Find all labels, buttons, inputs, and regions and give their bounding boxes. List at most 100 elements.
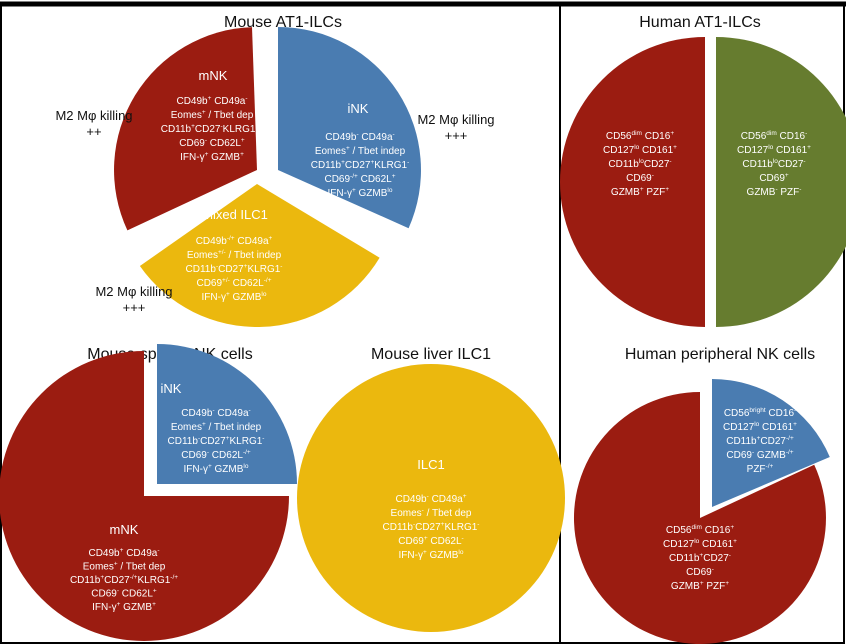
markers-cd56bright: CD56bright​ CD16-​CD127lo​ CD161+​CD11b+… — [723, 407, 797, 475]
marker-name: / Tbet dep — [206, 110, 254, 121]
marker-line: CD11b+​CD27-​ — [669, 552, 731, 564]
killing-level-mixed: +++ — [123, 300, 146, 315]
marker-superscript: -/+ — [170, 574, 178, 581]
marker-name: CD16 — [642, 131, 671, 142]
markers-human-at1-right: CD56dim​ CD16-​ CD127lo​ CD161+​ CD11blo​C… — [737, 130, 811, 198]
marker-name: CD56 — [606, 131, 632, 142]
marker-superscript: bright — [749, 407, 765, 414]
marker-name: PZF — [778, 187, 800, 198]
marker-superscript: - — [249, 407, 251, 414]
marker-superscript: - — [198, 435, 200, 442]
marker-name: PZF — [644, 187, 666, 198]
marker-name: CD27 — [200, 436, 226, 447]
marker-line: CD69+​ CD62L-​ — [398, 535, 463, 547]
marker-name: CD69 — [196, 278, 222, 289]
marker-name: KLRG1 — [137, 575, 170, 586]
marker-superscript: + — [226, 435, 230, 442]
marker-line: IFN-γ+​ GZMB+​ — [180, 151, 244, 163]
marker-name: IFN-γ — [328, 188, 352, 199]
marker-name: CD62L — [119, 589, 153, 600]
marker-superscript: + — [392, 173, 396, 180]
marker-line: CD11blo​CD27-​ — [742, 158, 805, 170]
marker-name: CD49b — [176, 96, 208, 107]
marker-superscript: - — [207, 449, 209, 456]
marker-superscript: - — [212, 407, 214, 414]
marker-superscript: + — [807, 144, 811, 151]
circle-ilc1-liver — [297, 364, 565, 632]
marker-superscript: - — [477, 521, 479, 528]
marker-superscript: + — [793, 421, 797, 428]
marker-line: CD69-​ CD62L-/+​ — [181, 449, 251, 461]
marker-line: IFN-γ+​ GZMB+​ — [92, 601, 156, 613]
marker-name: CD62L — [209, 450, 243, 461]
marker-superscript: + — [202, 109, 206, 116]
label-ink-at1: iNK — [348, 101, 369, 116]
marker-superscript: - — [216, 263, 218, 270]
label-ilc1-liver: ILC1 — [417, 457, 444, 472]
marker-name: CD161 — [699, 539, 733, 550]
marker-superscript: - — [669, 158, 671, 165]
marker-superscript: -/+ — [786, 435, 794, 442]
marker-name: CD69 — [759, 173, 785, 184]
killing-label-ink: M2 Mφ killing — [417, 112, 494, 127]
marker-superscript: + — [152, 601, 156, 608]
marker-superscript: - — [407, 159, 409, 166]
marker-name: IFN-γ — [184, 464, 208, 475]
marker-superscript: - — [280, 263, 282, 270]
markers-mnk-splenic: CD49b+​ CD49a-​ Eomes+​ / Tbet depCD11b+​… — [70, 547, 178, 613]
marker-name: CD49b — [325, 132, 357, 143]
marker-name: CD127 — [737, 145, 769, 156]
marker-line: CD69-​ — [686, 566, 714, 578]
slice-mixed-ilc1-at1 — [139, 184, 380, 328]
marker-superscript: - — [799, 186, 801, 193]
marker-line: CD11b+​CD27-​KLRG1+/-​ — [161, 123, 264, 135]
marker-superscript: lo — [639, 158, 644, 165]
marker-name: Eomes — [83, 562, 114, 573]
marker-line: GZMB+​ PZF+​ — [611, 186, 669, 198]
marker-line: CD49b+​ CD49a-​ — [88, 547, 159, 559]
marker-line: Eomes+​ / Tbet dep — [83, 561, 166, 573]
marker-superscript: + — [665, 186, 669, 193]
half-dim-cd16pos — [560, 37, 705, 327]
marker-superscript: - — [752, 449, 754, 456]
marker-name: CD56 — [724, 408, 750, 419]
markers-ink-at1: CD49b-​ CD49a-​ Eomes+​ / Tbet indep CD11b… — [311, 131, 410, 199]
marker-name: CD11b — [168, 436, 199, 447]
marker-line: CD49b-​ CD49a+​ — [395, 493, 466, 505]
marker-line: CD49b-​ CD49a-​ — [181, 407, 250, 419]
marker-superscript: - — [393, 131, 395, 138]
marker-name: CD49a — [215, 408, 249, 419]
marker-superscript: + — [725, 580, 729, 587]
marker-name: CD16 — [702, 525, 731, 536]
marker-superscript: + — [699, 552, 703, 559]
marker-superscript: + — [114, 561, 118, 568]
marker-line: CD49b-/+​ CD49a+​ — [196, 235, 273, 247]
marker-superscript: + — [241, 137, 245, 144]
marker-name: CD49b — [395, 494, 427, 505]
markers-mnk-at1: CD49b+​ CD49a-​Eomes+​ / Tbet depCD11b+​… — [161, 95, 264, 163]
slice-ink-at1 — [278, 27, 421, 229]
marker-name: / Tbet indep — [206, 422, 262, 433]
title-mouse-liver: Mouse liver ILC1 — [371, 346, 491, 363]
marker-superscript: - — [775, 186, 777, 193]
marker-superscript: - — [157, 547, 159, 554]
label-mnk-at1: mNK — [199, 68, 228, 83]
markers-mixed-ilc1-at1: CD49b-/+​ CD49a+​ Eomes+/-​ / Tbet indep C… — [186, 235, 283, 303]
marker-name: CD69 — [626, 173, 652, 184]
marker-superscript: lo — [634, 144, 639, 151]
marker-line: CD11b-​CD27+​KLRG1-​ — [383, 521, 480, 533]
marker-name: Eomes — [171, 110, 202, 121]
marker-superscript: -/+ — [264, 277, 272, 284]
marker-name: CD127 — [663, 539, 695, 550]
marker-name: GZMB — [427, 550, 459, 561]
marker-name: CD27 — [415, 522, 441, 533]
marker-superscript: lo — [768, 144, 773, 151]
marker-name: CD49b — [181, 408, 213, 419]
marker-line: Eomes+​ / Tbet dep — [171, 109, 254, 121]
marker-name: GZMB — [120, 602, 152, 613]
marker-name: CD49a — [211, 96, 245, 107]
marker-name: GZMB — [747, 187, 776, 198]
slice-mnk-splenic — [0, 351, 289, 641]
killing-level-ink: +++ — [445, 128, 468, 143]
marker-superscript: - — [245, 95, 247, 102]
